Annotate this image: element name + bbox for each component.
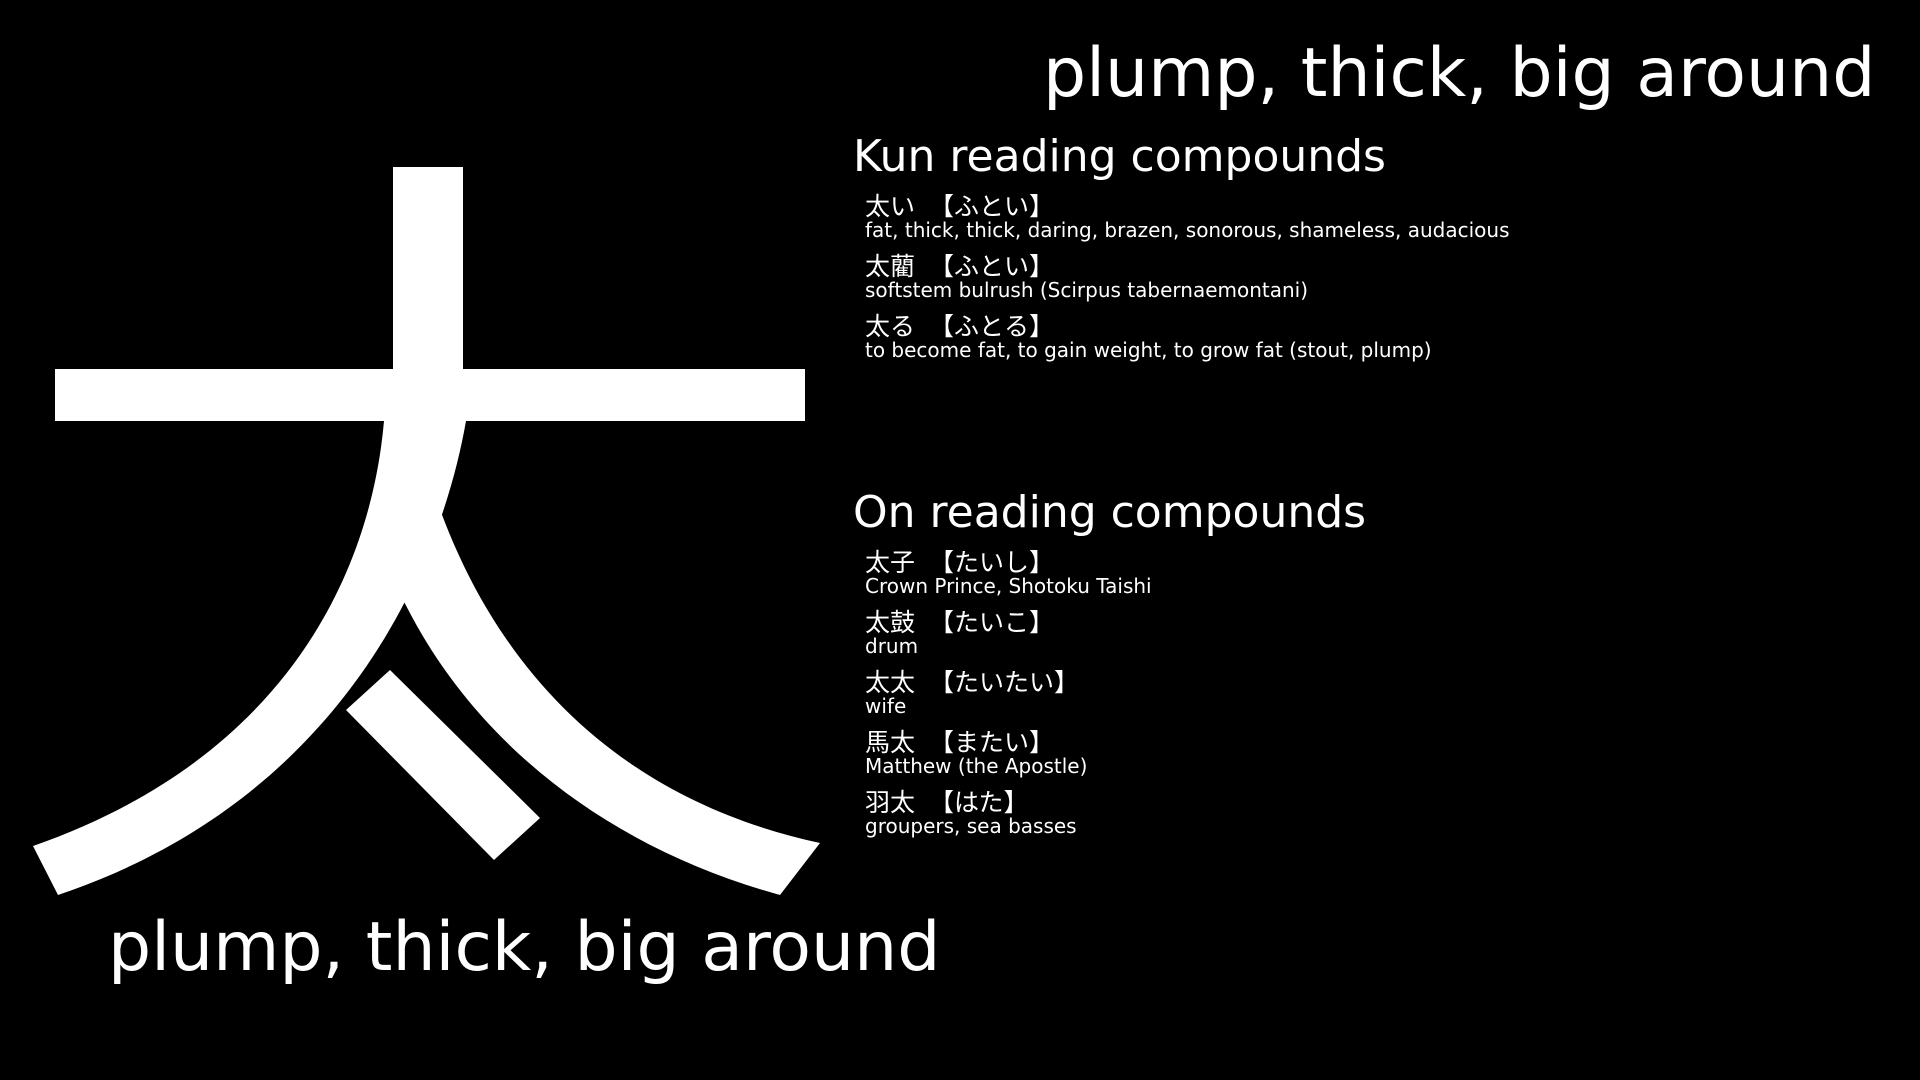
meaning-heading-top: plump, thick, big around <box>1043 34 1876 113</box>
compound-meaning: groupers, sea basses <box>865 814 1077 838</box>
compound-word-line: 太藺 【ふとい】 <box>865 252 1893 282</box>
compound-reading: 【またい】 <box>929 728 1055 757</box>
compound-word-line: 太子 【たいし】 <box>865 548 1893 578</box>
compound-meaning: to become fat, to gain weight, to grow f… <box>865 338 1432 362</box>
compound-meaning: softstem bulrush (Scirpus tabernaemontan… <box>865 278 1309 302</box>
compound-meaning: Matthew (the Apostle) <box>865 754 1088 778</box>
compound-item: 太子 【たいし】 Crown Prince, Shotoku Taishi <box>865 548 1893 608</box>
kun-reading-section: Kun reading compounds 太い 【ふとい】 fat, thick… <box>853 128 1893 372</box>
compound-meaning: wife <box>865 694 907 718</box>
compound-word: 羽太 <box>865 788 916 817</box>
compound-reading: 【ふとい】 <box>929 252 1055 281</box>
compound-item: 太藺 【ふとい】 softstem bulrush (Scirpus tabern… <box>865 252 1893 312</box>
compound-item: 太太 【たいたい】 wife <box>865 668 1893 728</box>
compound-word-line: 太鼓 【たいこ】 <box>865 608 1893 638</box>
compound-word: 馬太 <box>865 728 916 757</box>
compound-item: 太い 【ふとい】 fat, thick, thick, daring, braze… <box>865 192 1893 252</box>
kanji-character-graphic <box>33 167 820 895</box>
compound-reading: 【たいし】 <box>929 548 1055 577</box>
compound-item: 太鼓 【たいこ】 drum <box>865 608 1893 668</box>
compound-meaning: drum <box>865 634 919 658</box>
compound-reading: 【ふとる】 <box>929 312 1055 341</box>
compound-meaning: Crown Prince, Shotoku Taishi <box>865 574 1152 598</box>
compound-word-line: 太る 【ふとる】 <box>865 312 1893 342</box>
compound-reading: 【ふとい】 <box>929 192 1055 221</box>
compound-reading: 【たいたい】 <box>929 668 1080 697</box>
compound-word-line: 太太 【たいたい】 <box>865 668 1893 698</box>
kun-reading-heading: Kun reading compounds <box>853 131 1386 182</box>
compound-word: 太子 <box>865 548 916 577</box>
compound-word: 太鼓 <box>865 608 916 637</box>
compound-word: 太い <box>865 192 916 221</box>
compound-word-line: 馬太 【またい】 <box>865 728 1893 758</box>
compound-reading: 【たいこ】 <box>929 608 1055 637</box>
compound-word: 太太 <box>865 668 916 697</box>
compound-word: 太る <box>865 312 916 341</box>
compound-word-line: 太い 【ふとい】 <box>865 192 1893 222</box>
compound-item: 太る 【ふとる】 to become fat, to gain weight, t… <box>865 312 1893 372</box>
compound-reading: 【はた】 <box>929 788 1029 817</box>
compound-meaning: fat, thick, thick, daring, brazen, sonor… <box>865 218 1510 242</box>
on-reading-heading: On reading compounds <box>853 487 1367 538</box>
compound-item: 馬太 【またい】 Matthew (the Apostle) <box>865 728 1893 788</box>
meaning-heading-bottom: plump, thick, big around <box>108 908 941 987</box>
on-reading-section: On reading compounds 太子 【たいし】 Crown Princ… <box>853 484 1893 848</box>
compound-item: 羽太 【はた】 groupers, sea basses <box>865 788 1893 848</box>
compound-word-line: 羽太 【はた】 <box>865 788 1893 818</box>
compound-word: 太藺 <box>865 252 916 281</box>
